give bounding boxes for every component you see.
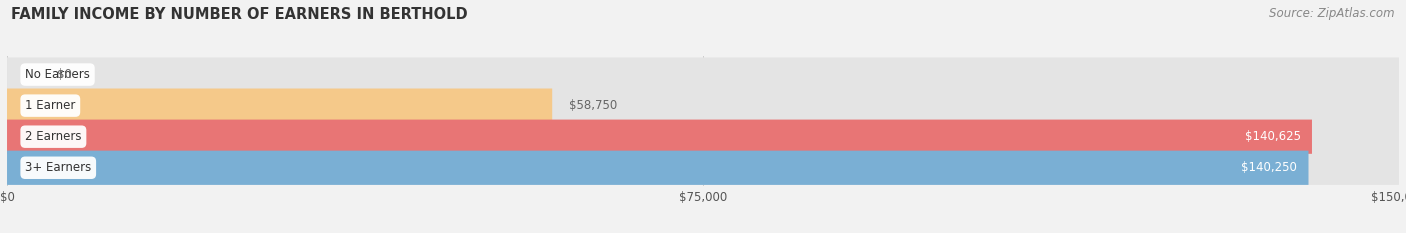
FancyBboxPatch shape bbox=[7, 120, 1399, 154]
Text: 2 Earners: 2 Earners bbox=[25, 130, 82, 143]
FancyBboxPatch shape bbox=[7, 58, 1399, 92]
Text: $140,625: $140,625 bbox=[1244, 130, 1301, 143]
Text: $58,750: $58,750 bbox=[569, 99, 617, 112]
Text: FAMILY INCOME BY NUMBER OF EARNERS IN BERTHOLD: FAMILY INCOME BY NUMBER OF EARNERS IN BE… bbox=[11, 7, 468, 22]
Text: $0: $0 bbox=[58, 68, 72, 81]
FancyBboxPatch shape bbox=[7, 89, 1399, 123]
Text: $140,250: $140,250 bbox=[1241, 161, 1298, 174]
Text: 3+ Earners: 3+ Earners bbox=[25, 161, 91, 174]
Text: 1 Earner: 1 Earner bbox=[25, 99, 76, 112]
Text: Source: ZipAtlas.com: Source: ZipAtlas.com bbox=[1270, 7, 1395, 20]
FancyBboxPatch shape bbox=[7, 151, 1399, 185]
FancyBboxPatch shape bbox=[7, 151, 1309, 185]
FancyBboxPatch shape bbox=[7, 120, 1312, 154]
Text: No Earners: No Earners bbox=[25, 68, 90, 81]
FancyBboxPatch shape bbox=[7, 89, 553, 123]
